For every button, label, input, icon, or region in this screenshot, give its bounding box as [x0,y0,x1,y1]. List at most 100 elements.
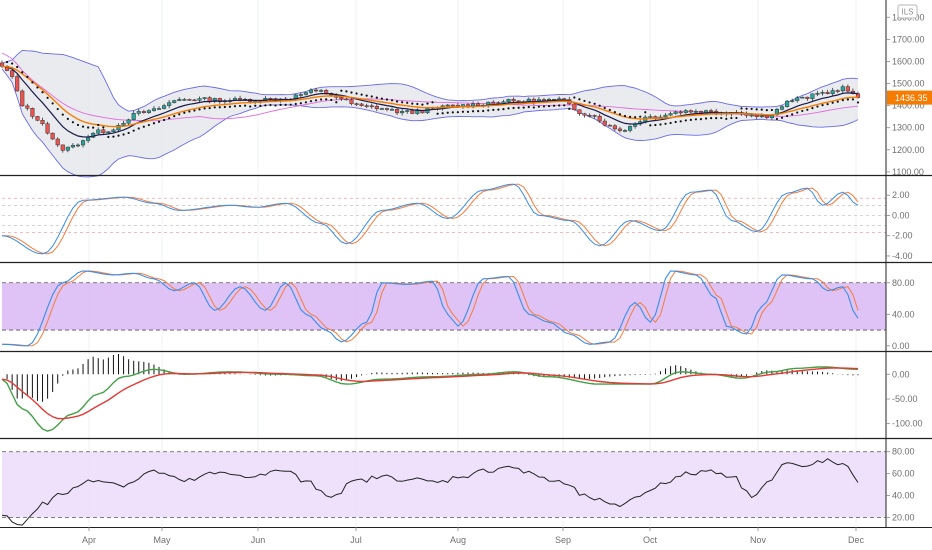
psar-dot [487,109,490,112]
candle [55,137,60,148]
psar-dot [61,113,64,116]
psar-dot [46,96,49,99]
y-tick-label: 1700.00 [892,34,925,44]
psar-dot [345,90,348,93]
candle [156,106,162,110]
rsi-band [2,451,886,518]
stochastic-panel[interactable] [1,270,859,347]
psar-dot [801,109,804,113]
candle [506,98,511,103]
psar-dot [198,108,201,111]
candle [622,129,628,133]
psar-dot [21,71,24,74]
y-tick-label: 1600.00 [892,56,925,66]
candle [35,115,40,122]
psar-dot [157,120,161,123]
candle [182,97,187,101]
panel-dividers[interactable] [0,174,932,528]
price-panel[interactable] [0,49,861,178]
psar-dot [816,105,819,108]
candle [162,103,167,110]
candle [298,92,303,98]
psar-dot [395,100,399,103]
psar-dot [755,108,758,111]
psar-dot [841,99,844,102]
candle [364,103,369,109]
psar-dot [821,104,824,107]
psar-dot [608,108,611,112]
candle [369,103,374,109]
psar-dot [654,123,657,127]
psar-dot [406,101,409,104]
psar-dot [461,110,465,113]
candle [830,87,835,96]
y-tick-label: 1200.00 [892,145,925,155]
psar-dot [127,131,130,135]
candle [815,90,820,97]
y-tick-label: 40.00 [892,309,915,319]
psar-dot [152,122,156,125]
candle [612,124,617,131]
psar-dot [51,102,54,105]
candle [678,110,683,116]
rsi-panel[interactable] [1,458,859,526]
psar-dot [563,104,566,107]
oscillator-panel[interactable] [1,183,886,255]
psar-dot [81,125,85,128]
psar-dot [598,104,601,107]
candle [805,96,810,101]
psar-dot [173,115,176,118]
psar-dot [456,111,459,114]
time-axis[interactable]: Apr May Jun Jul Aug Sep Oct Nov Dec [82,527,865,545]
psar-dot [330,98,333,102]
psar-dot [223,105,226,109]
psar-dot [684,119,687,122]
psar-dot [279,103,282,107]
candle [683,108,688,114]
macd-panel[interactable] [1,353,859,432]
psar-dot [147,123,150,127]
psar-dot [249,105,252,108]
psar-dot [689,118,692,121]
candle [835,89,840,94]
currency-badge[interactable]: ILS [897,4,918,19]
psar-dot [851,98,855,101]
x-tick-label: Nov [750,535,767,545]
candle [349,97,354,106]
psar-dot [730,116,733,120]
candle [80,139,86,148]
candle [136,108,141,116]
candle [308,88,314,95]
psar-dot [578,98,581,101]
price-axis[interactable]: 1800.001700.001600.001500.001400.001300.… [885,0,925,527]
candle [344,97,349,101]
psar-dot [238,104,242,108]
psar-dot [836,100,839,103]
candle [141,109,146,114]
x-tick-label: Dec [848,535,865,545]
psar-dot [856,101,860,104]
psar-dot [117,134,120,137]
psar-dot [335,101,338,104]
oscillator-signal-line [2,183,859,255]
psar-dot [679,120,682,123]
psar-dot [710,117,713,120]
candle [602,118,607,127]
psar-dot [340,89,343,92]
y-tick-label: 40.00 [892,490,915,500]
candle [131,110,136,121]
psar-dot [770,108,773,112]
macd-signal-line [1,367,859,420]
psar-dot [735,116,738,120]
psar-dot [634,116,637,119]
psar-dot [97,123,100,127]
psar-dot [593,102,596,105]
y-tick-label: 1400.00 [892,101,925,111]
y-tick-label: -2.00 [892,231,913,241]
candle [840,84,845,94]
psar-dot [183,111,186,114]
psar-dot [603,106,606,110]
candle [379,107,384,110]
